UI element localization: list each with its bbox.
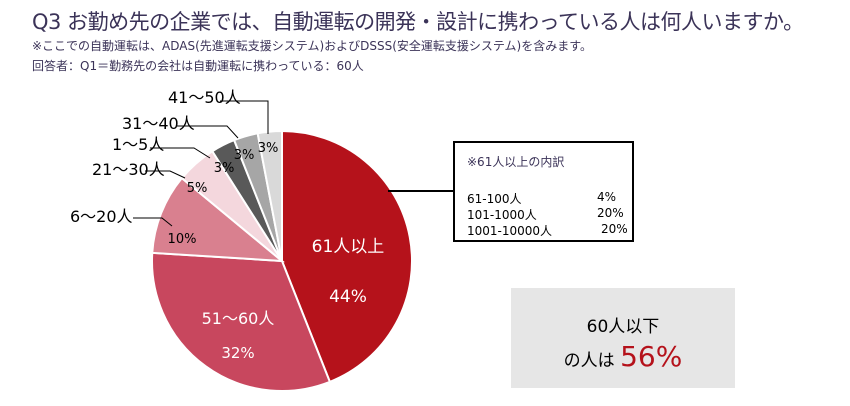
leader-line (150, 147, 211, 159)
pie-slice (151, 176, 286, 263)
breakdown-row: 101-1000人 20% (467, 206, 624, 223)
summary-prefix: の人は (563, 351, 615, 371)
note-scope: ※ここでの自動運転は、ADAS(先進運転支援システム)およびDSSS(安全運転支… (32, 39, 593, 53)
summary-box: 60人以下 の人は 56% (511, 288, 735, 388)
breakdown-row: 1001-10000人 20% (467, 222, 628, 239)
note-respondents: 回答者：Q1＝勤務先の会社は自動運転に携わっている：60人 (32, 59, 364, 73)
breakdown-heading: ※61人以上の内訳 (467, 155, 565, 169)
row-label: 1001-10000人 (467, 224, 553, 238)
slice-label: 51〜60人 (202, 309, 275, 328)
row-value: 4% (597, 190, 617, 204)
page-title: Q3 お勤め先の企業では、自動運転の開発・設計に携わっている人は何人いますか。 (32, 10, 804, 34)
breakdown-box: ※61人以上の内訳 61-100人 4% 101-1000人 20% 1001-10… (453, 141, 634, 242)
leader-line (145, 170, 186, 179)
slice-label: 6〜20人 (70, 207, 133, 226)
row-value: 20% (597, 206, 624, 220)
leader-line (177, 125, 239, 139)
slice-value-label: 3% (214, 161, 235, 176)
slice-label: 41〜50人 (168, 88, 241, 107)
leader-line (220, 100, 269, 134)
row-label: 61-100人 (467, 192, 522, 206)
slice-value-label: 44% (329, 287, 367, 307)
pie-slice (281, 129, 413, 384)
pie-slice (151, 251, 332, 392)
slice-value-label: 3% (258, 141, 279, 156)
pie-slice (256, 129, 283, 262)
slice-value-label: 10% (168, 232, 197, 247)
summary-line1: 60人以下 (586, 317, 660, 337)
slice-value-label: 3% (234, 148, 255, 163)
slice-value-label: 5% (187, 181, 208, 196)
slice-label: 21〜30人 (92, 160, 165, 179)
leader-line (133, 217, 173, 227)
summary-value: 56% (620, 340, 683, 373)
breakdown-row: 61-100人 4% (467, 190, 616, 207)
slice-label: 31〜40人 (122, 114, 195, 133)
slice-value-label: 32% (221, 344, 254, 362)
row-label: 101-1000人 (467, 208, 537, 222)
slice-label: 1〜5人 (112, 135, 164, 154)
row-value: 20% (601, 222, 628, 236)
slice-label: 61人以上 (312, 237, 385, 257)
summary-line2: の人は 56% (511, 340, 735, 373)
